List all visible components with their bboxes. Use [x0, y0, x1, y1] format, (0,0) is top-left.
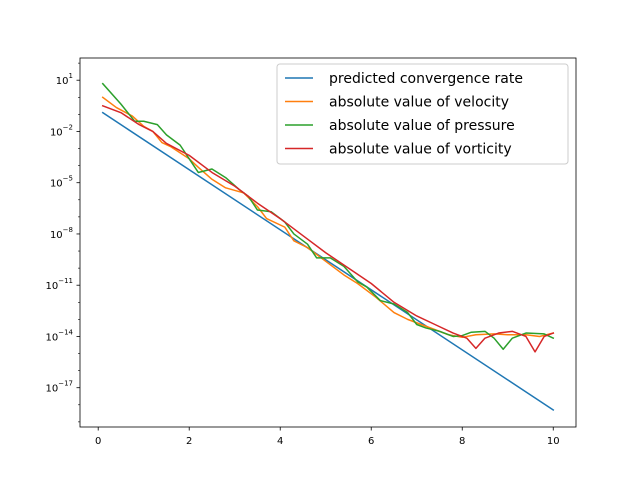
y-tick-label: 10−14 [45, 328, 73, 343]
plot-area [101, 82, 555, 411]
legend: predicted convergence rate absolute value… [276, 63, 569, 165]
y-tick-label: 101 [56, 72, 73, 87]
series-line-3 [101, 82, 555, 351]
y-tick-label: 10−5 [50, 175, 73, 190]
x-tick-label: 2 [186, 436, 192, 447]
y-tick-label: 10−17 [45, 380, 73, 395]
x-tick-label: 6 [368, 436, 374, 447]
x-tick-label: 0 [95, 436, 101, 447]
y-tick-label: 10−11 [45, 277, 73, 292]
x-tick-label: 8 [459, 436, 465, 447]
y-tick-label: 10−8 [50, 226, 73, 241]
legend-label-1: predicted convergence rate [329, 71, 523, 87]
legend-label-2: absolute value of velocity [329, 95, 509, 111]
legend-label-4: absolute value of vorticity [329, 142, 512, 158]
axes: 0 2 4 6 8 10 101 10−2 10−5 10−8 10−11 10−14 10−17 [45, 57, 577, 447]
legend-box [276, 63, 569, 165]
axes-frame [79, 57, 577, 428]
y-tick-label: 10−2 [50, 123, 73, 138]
series-line-1 [101, 111, 555, 411]
series-line-4 [101, 104, 555, 353]
legend-label-3: absolute value of pressure [329, 118, 515, 134]
series-line-2 [101, 96, 555, 339]
x-tick-label: 10 [547, 436, 560, 447]
x-tick-label: 4 [277, 436, 283, 447]
